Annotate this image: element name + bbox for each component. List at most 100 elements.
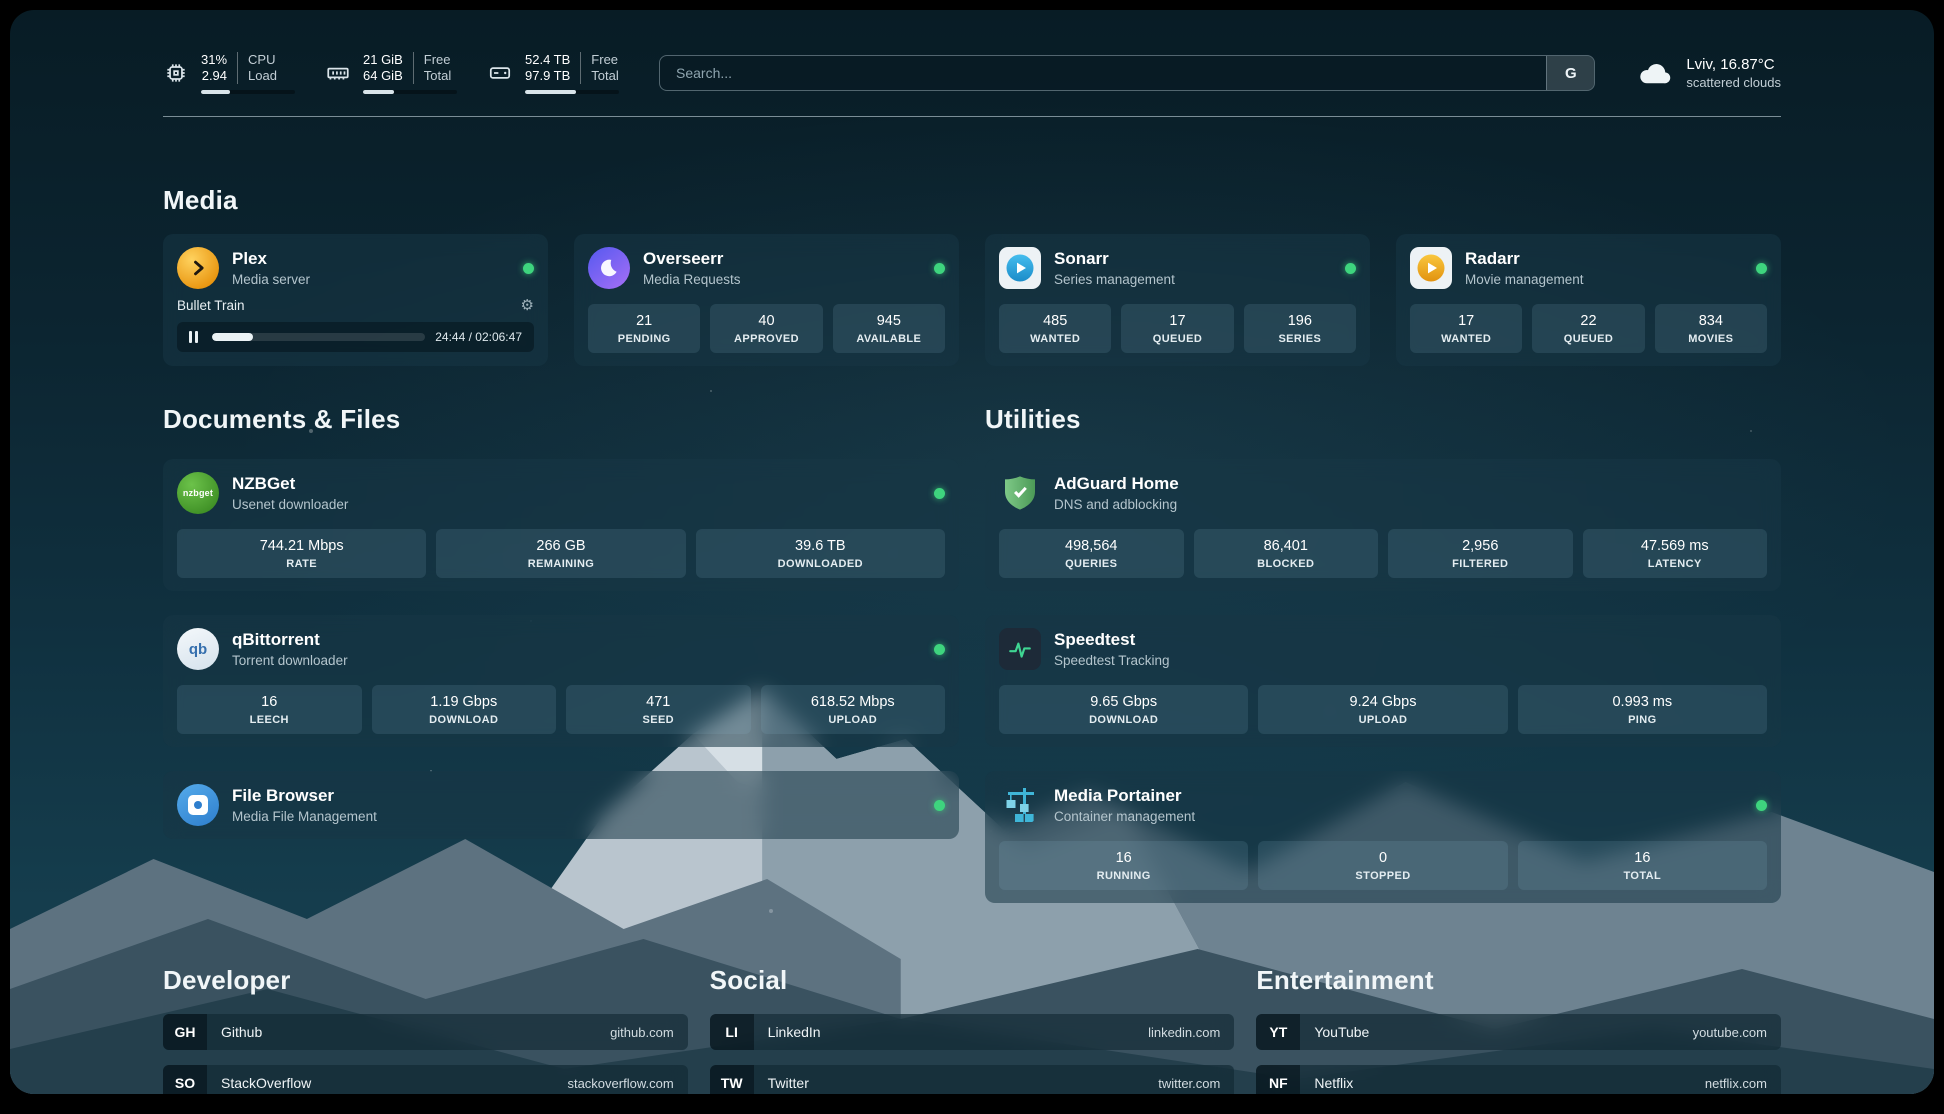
stat-movies: 834 MOVIES [1654,304,1767,353]
stat-upload: 618.52 Mbps UPLOAD [760,685,945,734]
filebrowser-icon [177,784,219,826]
ram-free: 21 GiB [363,52,403,67]
bookmark-abbr: LI [709,1014,754,1050]
ram-total-label: Total [423,68,452,83]
section-title-developer: Developer [163,965,291,995]
bookmark-url: youtube.com [1692,1024,1767,1040]
search-input[interactable] [660,65,1547,81]
speedtest-icon [999,628,1041,670]
qbittorrent-icon: qb [177,628,219,670]
app-card-speedtest[interactable]: Speedtest Speedtest Tracking 9.65 Gbps D… [985,615,1781,747]
bookmark-stackoverflow[interactable]: SO StackOverflow stackoverflow.com [163,1065,688,1094]
app-name: AdGuard Home [1054,474,1179,493]
app-name: NZBGet [232,474,296,493]
cpu-icon [163,60,189,86]
section-utilities: Utilities [985,404,1781,903]
plex-player-bar: 24:44 / 02:06:47 [177,322,534,352]
stat-upload: 9.24 Gbps UPLOAD [1258,685,1508,734]
snow-particles [10,10,12,12]
system-widgets: 31% 2.94 CPU Load [163,52,619,94]
status-online-dot [1756,262,1767,274]
app-card-adguard[interactable]: AdGuard Home DNS and adblocking 498,564 … [985,459,1781,591]
app-name: Overseerr [643,249,724,268]
disk-usage-fill [525,90,576,94]
cpu-percent: 31% [201,52,228,67]
stat-queries: 498,564 QUERIES [999,529,1184,578]
app-name: Media Portainer [1054,786,1182,805]
stat-seed: 471 SEED [566,685,751,734]
bookmark-linkedin[interactable]: LI LinkedIn linkedin.com [709,1014,1235,1050]
bookmark-netflix[interactable]: NF Netflix netflix.com [1256,1065,1781,1094]
status-online-dot [934,643,945,655]
app-subtitle: Container management [1054,809,1196,824]
search-engine-button[interactable]: G [1546,56,1595,90]
app-name: Radarr [1465,249,1520,268]
section-documents: Documents & Files nzbget NZBGet Usenet d… [163,404,959,839]
ram-widget: 21 GiB 64 GiB Free Total [325,52,457,94]
app-subtitle: Speedtest Tracking [1054,653,1170,668]
bookmark-youtube[interactable]: YT YouTube youtube.com [1256,1014,1781,1050]
now-playing-row: Bullet Train ⚙ [177,298,534,313]
cpu-usage-fill [201,90,231,94]
stat-download: 1.19 Gbps DOWNLOAD [371,685,556,734]
stat-filtered: 2,956 FILTERED [1388,529,1573,578]
settings-gear-icon[interactable]: ⚙ [520,297,534,314]
stat-queued: 22 QUEUED [1532,304,1645,353]
stat-series: 196 SERIES [1243,304,1356,353]
weather-location: Lviv, 16.87°C [1686,56,1775,73]
status-online-dot [934,487,945,499]
bookmark-twitter[interactable]: TW Twitter twitter.com [709,1065,1235,1094]
app-card-nzbget[interactable]: nzbget NZBGet Usenet downloader 744.21 M… [163,459,959,591]
header-divider [163,116,1781,117]
playback-time: 24:44 / 02:06:47 [435,330,522,344]
cpu-widget: 31% 2.94 CPU Load [163,52,295,94]
disk-total: 97.9 TB [525,68,571,83]
disk-usage-bar [525,90,619,94]
disk-total-label: Total [591,68,619,83]
stat-running: 16 RUNNING [999,841,1249,890]
app-subtitle: Media server [232,272,311,287]
status-online-dot [1345,262,1356,274]
stat-remaining: 266 GB REMAINING [436,529,686,578]
ram-usage-fill [363,90,395,94]
now-playing-title: Bullet Train [177,298,245,313]
bookmark-abbr: YT [1256,1014,1301,1050]
app-card-filebrowser[interactable]: File Browser Media File Management [163,771,959,839]
app-card-plex[interactable]: Plex Media server Bullet Train ⚙ [163,234,548,366]
stat-wanted: 17 WANTED [1410,304,1523,353]
app-card-overseerr[interactable]: Overseerr Media Requests 21 PENDING 40 A… [574,234,959,366]
app-card-radarr[interactable]: Radarr Movie management 17 WANTED 22 QUE… [1396,234,1781,366]
stat-total: 16 TOTAL [1517,841,1767,890]
section-title-entertainment: Entertainment [1256,965,1434,995]
cpu-load-avg: 2.94 [201,68,228,83]
bookmark-name: YouTube [1314,1024,1370,1040]
bookmark-abbr: NF [1256,1065,1301,1094]
overseerr-icon [588,247,630,289]
status-online-dot [934,799,945,811]
app-name: Speedtest [1054,630,1136,649]
bookmark-url: netflix.com [1704,1075,1767,1091]
status-online-dot [934,262,945,274]
playback-progress-bar[interactable] [212,333,426,341]
section-developer: Developer GH Github github.com SO StackO… [163,965,688,1094]
section-entertainment: Entertainment YT YouTube youtube.com NF … [1256,965,1781,1094]
bookmark-name: StackOverflow [221,1075,312,1091]
adguard-icon [999,472,1041,514]
app-subtitle: Media Requests [643,272,741,287]
section-media: Media Plex Media server [163,185,1781,366]
app-card-portainer[interactable]: Media Portainer Container management 16 … [985,771,1781,903]
bookmark-name: Github [221,1024,263,1040]
stat-leech: 16 LEECH [177,685,362,734]
app-card-sonarr[interactable]: Sonarr Series management 485 WANTED 17 Q… [985,234,1370,366]
app-name: File Browser [232,786,335,805]
weather-widget: Lviv, 16.87°C scattered clouds [1635,54,1781,92]
plex-icon [177,247,219,289]
stat-approved: 40 APPROVED [710,304,823,353]
section-title-documents: Documents & Files [163,404,401,434]
ram-free-label: Free [423,52,451,67]
bookmark-abbr: SO [163,1065,207,1094]
nzbget-icon: nzbget [177,472,219,514]
bookmark-github[interactable]: GH Github github.com [163,1014,688,1050]
app-card-qbittorrent[interactable]: qb qBittorrent Torrent downloader 16 LEE… [163,615,959,747]
pause-button[interactable] [185,327,202,347]
